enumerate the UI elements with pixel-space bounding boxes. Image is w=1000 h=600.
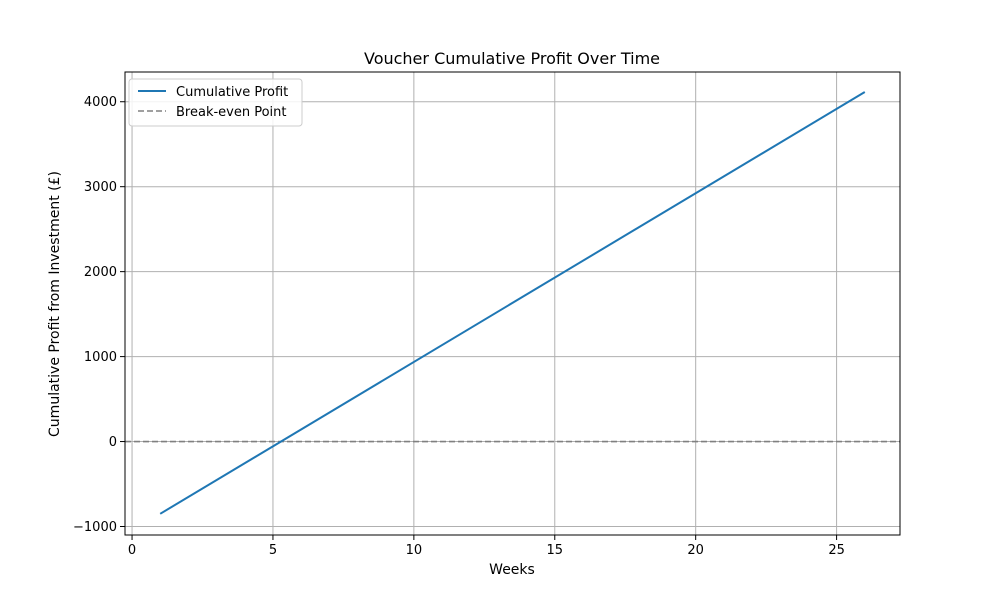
x-tick-label: 15 [546, 543, 563, 558]
y-tick-label: 2000 [84, 265, 117, 280]
x-axis-title: Weeks [489, 562, 535, 578]
legend-label-break-even: Break-even Point [176, 105, 287, 120]
x-tick-label: 20 [687, 543, 704, 558]
y-tick-label: −1000 [73, 520, 117, 535]
chart-title: Voucher Cumulative Profit Over Time [364, 49, 660, 68]
cumulative-profit-line [159, 91, 866, 515]
legend: Cumulative Profit Break-even Point [128, 78, 303, 127]
legend-box [128, 78, 303, 127]
x-tick-label: 25 [828, 543, 845, 558]
series-layer [125, 91, 900, 515]
y-tick-label: 1000 [84, 350, 117, 365]
legend-label-cumulative-profit: Cumulative Profit [176, 85, 288, 100]
x-tick-label: 5 [269, 543, 277, 558]
plot-frame [124, 71, 901, 536]
x-tick-label: 0 [128, 543, 136, 558]
y-tick-label: 4000 [84, 95, 117, 110]
tick-layer: 0 5 10 15 20 25 −1000 0 1000 2000 3000 4000 [73, 95, 845, 558]
y-axis-title: Cumulative Profit from Investment (£) [47, 171, 63, 437]
y-tick-label: 0 [109, 435, 117, 450]
y-tick-label: 3000 [84, 180, 117, 195]
x-tick-label: 10 [406, 543, 423, 558]
